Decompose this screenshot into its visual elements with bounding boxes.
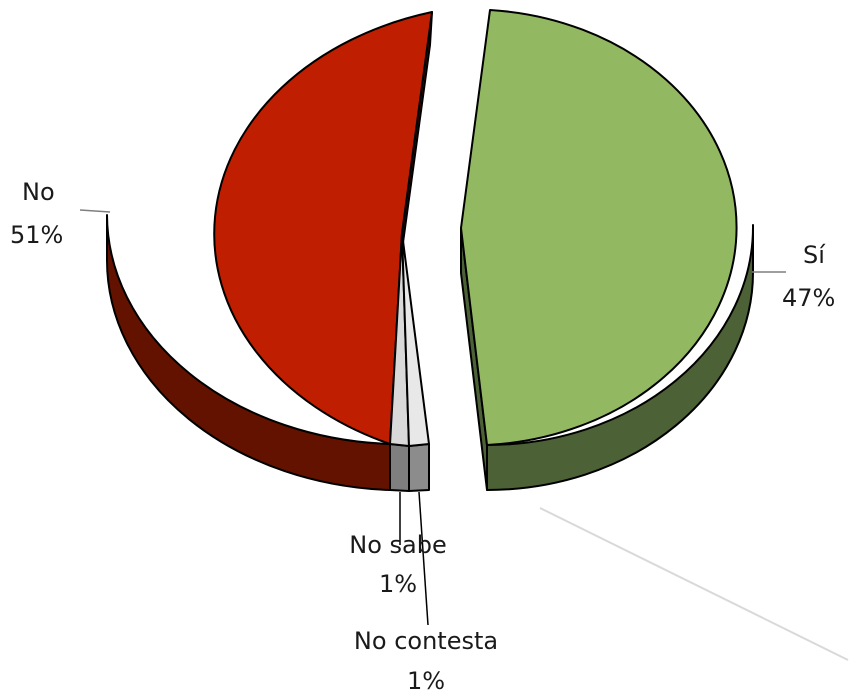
pie-slice-no-contesta [401, 232, 430, 492]
pie-slice-no [105, 11, 433, 491]
pie-slice-no-contesta-side [408, 443, 430, 492]
pie-slice-si-side [486, 224, 755, 491]
pie-slice-no-sabe-side [389, 443, 410, 492]
label-no-sabe-name: No sabe [349, 531, 446, 559]
label-si-name: Sí [803, 241, 826, 269]
label-si-value: 47% [782, 284, 835, 312]
label-no-name: No [22, 178, 55, 206]
decorative-line [539, 507, 849, 661]
leader-line-no-contesta [418, 491, 429, 626]
label-no-contesta-name: No contesta [354, 627, 498, 655]
label-no-value: 51% [10, 221, 63, 249]
label-no-sabe-value: 1% [379, 570, 417, 598]
pie-slice-no-contesta-top [401, 232, 430, 447]
pie-slice-si-top [460, 9, 738, 446]
leader-line-no [79, 209, 111, 213]
pie-slice-si [460, 9, 755, 491]
label-no-contesta-value: 1% [407, 667, 445, 695]
pie-slice-no-top [213, 11, 433, 445]
